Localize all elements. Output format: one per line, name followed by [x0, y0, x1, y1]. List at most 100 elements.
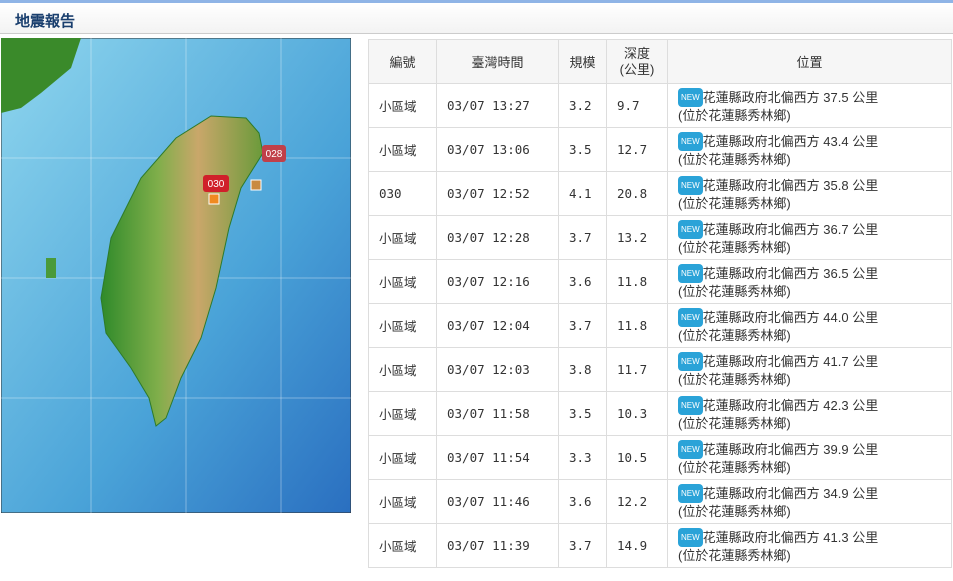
magnitude-cell: 4.1: [558, 171, 607, 216]
col-header: 深度 (公里): [606, 39, 668, 84]
location-cell: NEW 花蓮縣政府北偏西方 44.0 公里 (位於花蓮縣秀林鄉): [667, 303, 952, 348]
district-text: (位於花蓮縣秀林鄉): [678, 283, 791, 299]
depth-cell: 12.2: [606, 479, 668, 524]
depth-cell: 10.5: [606, 435, 668, 480]
location-cell: NEW 花蓮縣政府北偏西方 43.4 公里 (位於花蓮縣秀林鄉): [667, 127, 952, 172]
id-cell: 小區域: [368, 83, 437, 128]
depth-cell: 10.3: [606, 391, 668, 436]
new-badge: NEW: [678, 219, 703, 239]
district-text: (位於花蓮縣秀林鄉): [678, 327, 791, 343]
id-cell: 小區域: [368, 127, 437, 172]
col-header: 位置: [667, 39, 952, 84]
depth-cell: 11.8: [606, 303, 668, 348]
quake-table: 編號 臺灣時間 規模 深度 (公里) 位置 小區域 03/07 13:27 3.2 9.…: [368, 39, 952, 568]
location-cell: NEW 花蓮縣政府北偏西方 34.9 公里 (位於花蓮縣秀林鄉): [667, 479, 952, 524]
district-text: (位於花蓮縣秀林鄉): [678, 547, 791, 563]
magnitude-cell: 3.8: [558, 347, 607, 392]
time-cell: 03/07 11:39: [436, 523, 559, 568]
district-text: (位於花蓮縣秀林鄉): [678, 239, 791, 255]
row[interactable]: 小區域 03/07 11:46 3.6 12.2 NEW 花蓮縣政府北偏西方 34.9 公…: [368, 479, 952, 524]
location-text: 花蓮縣政府北偏西方 41.3 公里: [702, 529, 879, 545]
location-cell: NEW 花蓮縣政府北偏西方 39.9 公里 (位於花蓮縣秀林鄉): [667, 435, 952, 480]
new-badge: NEW: [678, 439, 703, 459]
epicenter: [250, 179, 262, 191]
time-cell: 03/07 12:52: [436, 171, 559, 216]
location-cell: NEW 花蓮縣政府北偏西方 41.7 公里 (位於花蓮縣秀林鄉): [667, 347, 952, 392]
new-badge: NEW: [678, 395, 703, 415]
time-cell: 03/07 11:58: [436, 391, 559, 436]
location-text: 花蓮縣政府北偏西方 42.3 公里: [702, 397, 879, 413]
magnitude-cell: 3.6: [558, 259, 607, 304]
magnitude-cell: 3.7: [558, 523, 607, 568]
location-cell: NEW 花蓮縣政府北偏西方 36.7 公里 (位於花蓮縣秀林鄉): [667, 215, 952, 260]
id-cell: 小區域: [368, 523, 437, 568]
new-badge: NEW: [678, 131, 703, 151]
location-text: 花蓮縣政府北偏西方 35.8 公里: [702, 177, 879, 193]
time-cell: 03/07 13:06: [436, 127, 559, 172]
location-text: 花蓮縣政府北偏西方 39.9 公里: [702, 441, 879, 457]
time-cell: 03/07 11:46: [436, 479, 559, 524]
time-cell: 03/07 12:03: [436, 347, 559, 392]
row[interactable]: 小區域 03/07 11:39 3.7 14.9 NEW 花蓮縣政府北偏西方 41.3 公…: [368, 523, 952, 568]
magnitude-cell: 3.7: [558, 215, 607, 260]
depth-cell: 9.7: [606, 83, 668, 128]
location-text: 花蓮縣政府北偏西方 36.5 公里: [702, 265, 879, 281]
id-cell: 030: [368, 171, 437, 216]
row[interactable]: 小區域 03/07 12:04 3.7 11.8 NEW 花蓮縣政府北偏西方 44.0 公…: [368, 303, 952, 348]
map: 028 030: [1, 38, 351, 513]
location-text: 花蓮縣政府北偏西方 34.9 公里: [702, 485, 879, 501]
marker[interactable]: 030: [203, 175, 229, 192]
row[interactable]: 小區域 03/07 11:54 3.3 10.5 NEW 花蓮縣政府北偏西方 39.9 公…: [368, 435, 952, 480]
id-cell: 小區域: [368, 435, 437, 480]
location-cell: NEW 花蓮縣政府北偏西方 37.5 公里 (位於花蓮縣秀林鄉): [667, 83, 952, 128]
id-cell: 小區域: [368, 259, 437, 304]
id-cell: 小區域: [368, 479, 437, 524]
new-badge: NEW: [678, 87, 703, 107]
location-text: 花蓮縣政府北偏西方 43.4 公里: [702, 133, 879, 149]
col-header: 編號: [368, 39, 437, 84]
time-cell: 03/07 12:28: [436, 215, 559, 260]
magnitude-cell: 3.5: [558, 127, 607, 172]
row[interactable]: 030 03/07 12:52 4.1 20.8 NEW 花蓮縣政府北偏西方 35.8 公…: [368, 171, 952, 216]
magnitude-cell: 3.6: [558, 479, 607, 524]
row[interactable]: 小區域 03/07 11:58 3.5 10.3 NEW 花蓮縣政府北偏西方 42.3 公…: [368, 391, 952, 436]
new-badge: NEW: [678, 263, 703, 283]
depth-cell: 13.2: [606, 215, 668, 260]
district-text: (位於花蓮縣秀林鄉): [678, 195, 791, 211]
header-title: 地震報告: [15, 13, 76, 30]
district-text: (位於花蓮縣秀林鄉): [678, 107, 791, 123]
row[interactable]: 小區域 03/07 12:28 3.7 13.2 NEW 花蓮縣政府北偏西方 36.7 公…: [368, 215, 952, 260]
depth-cell: 11.8: [606, 259, 668, 304]
row[interactable]: 小區域 03/07 13:06 3.5 12.7 NEW 花蓮縣政府北偏西方 43.4 公…: [368, 127, 952, 172]
epicenter: [208, 193, 220, 205]
location-cell: NEW 花蓮縣政府北偏西方 35.8 公里 (位於花蓮縣秀林鄉): [667, 171, 952, 216]
district-text: (位於花蓮縣秀林鄉): [678, 371, 791, 387]
col-header-line: 深度: [623, 45, 650, 61]
marker-label: 028: [266, 149, 283, 160]
time-cell: 03/07 13:27: [436, 83, 559, 128]
location-text: 花蓮縣政府北偏西方 36.7 公里: [702, 221, 879, 237]
row[interactable]: 小區域 03/07 12:03 3.8 11.7 NEW 花蓮縣政府北偏西方 41.7 公…: [368, 347, 952, 392]
magnitude-cell: 3.5: [558, 391, 607, 436]
depth-cell: 11.7: [606, 347, 668, 392]
marker-label: 030: [208, 179, 225, 190]
row[interactable]: 小區域 03/07 13:27 3.2 9.7 NEW 花蓮縣政府北偏西方 37.5 公里…: [368, 83, 952, 128]
time-cell: 03/07 12:04: [436, 303, 559, 348]
id-cell: 小區域: [368, 391, 437, 436]
location-text: 花蓮縣政府北偏西方 44.0 公里: [702, 309, 879, 325]
col-header-line: (公里): [619, 61, 655, 77]
header: 地震報告: [0, 0, 953, 34]
row[interactable]: 小區域 03/07 12:16 3.6 11.8 NEW 花蓮縣政府北偏西方 36.5 公…: [368, 259, 952, 304]
marker[interactable]: 028: [262, 145, 286, 162]
depth-cell: 12.7: [606, 127, 668, 172]
location-cell: NEW 花蓮縣政府北偏西方 36.5 公里 (位於花蓮縣秀林鄉): [667, 259, 952, 304]
new-badge: NEW: [678, 175, 703, 195]
id-cell: 小區域: [368, 215, 437, 260]
district-text: (位於花蓮縣秀林鄉): [678, 459, 791, 475]
location-cell: NEW 花蓮縣政府北偏西方 42.3 公里 (位於花蓮縣秀林鄉): [667, 391, 952, 436]
magnitude-cell: 3.3: [558, 435, 607, 480]
col-header: 臺灣時間: [436, 39, 559, 84]
id-cell: 小區域: [368, 347, 437, 392]
col-header: 規模: [558, 39, 607, 84]
